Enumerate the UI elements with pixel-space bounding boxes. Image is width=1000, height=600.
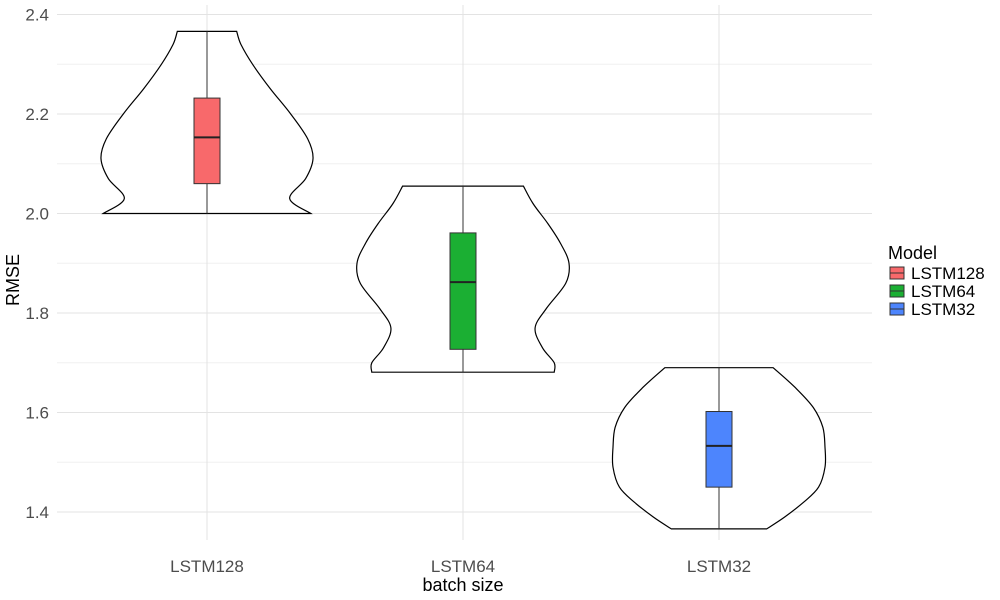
legend-item: LSTM128 <box>889 264 985 283</box>
y-tick-label: 2.4 <box>25 6 49 25</box>
iqr-box <box>705 411 733 488</box>
legend-item: LSTM32 <box>889 300 975 319</box>
x-axis-title: batch size <box>422 575 503 595</box>
y-tick-label: 2.0 <box>25 205 49 224</box>
legend-title: Model <box>888 243 937 263</box>
legend-label: LSTM64 <box>911 282 975 301</box>
violin-group <box>356 185 570 373</box>
y-axis-title: RMSE <box>3 254 23 306</box>
violins <box>100 30 827 530</box>
x-tick-label: LSTM128 <box>170 557 244 576</box>
legend-label: LSTM32 <box>911 300 975 319</box>
x-axis-ticks: LSTM128 LSTM64 LSTM32 <box>170 557 751 576</box>
x-tick-label: LSTM32 <box>687 557 751 576</box>
legend-item: LSTM64 <box>889 282 975 301</box>
y-tick-label: 1.6 <box>25 404 49 423</box>
iqr-box <box>449 232 477 350</box>
y-axis-ticks: 1.4 1.6 1.8 2.0 2.2 2.4 <box>25 6 49 523</box>
violin-group <box>611 367 827 530</box>
y-tick-label: 1.8 <box>25 304 49 323</box>
iqr-box <box>193 97 221 185</box>
violin-group <box>100 30 314 215</box>
y-tick-label: 1.4 <box>25 503 49 522</box>
y-tick-label: 2.2 <box>25 105 49 124</box>
legend-label: LSTM128 <box>911 264 985 283</box>
x-tick-label: LSTM64 <box>431 557 495 576</box>
